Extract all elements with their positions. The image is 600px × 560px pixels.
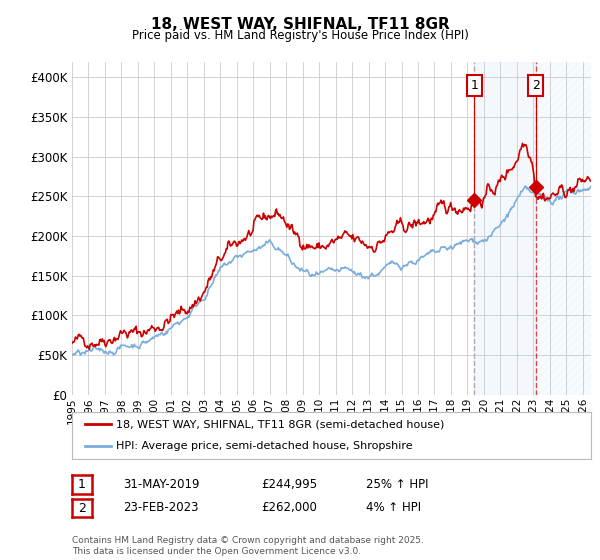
Text: HPI: Average price, semi-detached house, Shropshire: HPI: Average price, semi-detached house,… — [116, 441, 413, 451]
Text: £244,995: £244,995 — [261, 478, 317, 491]
Text: Price paid vs. HM Land Registry's House Price Index (HPI): Price paid vs. HM Land Registry's House … — [131, 29, 469, 42]
Text: 18, WEST WAY, SHIFNAL, TF11 8GR (semi-detached house): 18, WEST WAY, SHIFNAL, TF11 8GR (semi-de… — [116, 419, 445, 430]
Text: 4% ↑ HPI: 4% ↑ HPI — [366, 501, 421, 515]
Text: 1: 1 — [78, 478, 86, 491]
Text: £262,000: £262,000 — [261, 501, 317, 515]
Text: 31-MAY-2019: 31-MAY-2019 — [123, 478, 199, 491]
Bar — [475, 62, 536, 395]
Text: 25% ↑ HPI: 25% ↑ HPI — [366, 478, 428, 491]
Text: 2: 2 — [78, 502, 86, 515]
Text: Contains HM Land Registry data © Crown copyright and database right 2025.
This d: Contains HM Land Registry data © Crown c… — [72, 536, 424, 556]
Text: 1: 1 — [470, 79, 478, 92]
Text: 2: 2 — [532, 79, 539, 92]
Text: 23-FEB-2023: 23-FEB-2023 — [123, 501, 199, 515]
Bar — [536, 62, 591, 395]
Text: 18, WEST WAY, SHIFNAL, TF11 8GR: 18, WEST WAY, SHIFNAL, TF11 8GR — [151, 17, 449, 32]
